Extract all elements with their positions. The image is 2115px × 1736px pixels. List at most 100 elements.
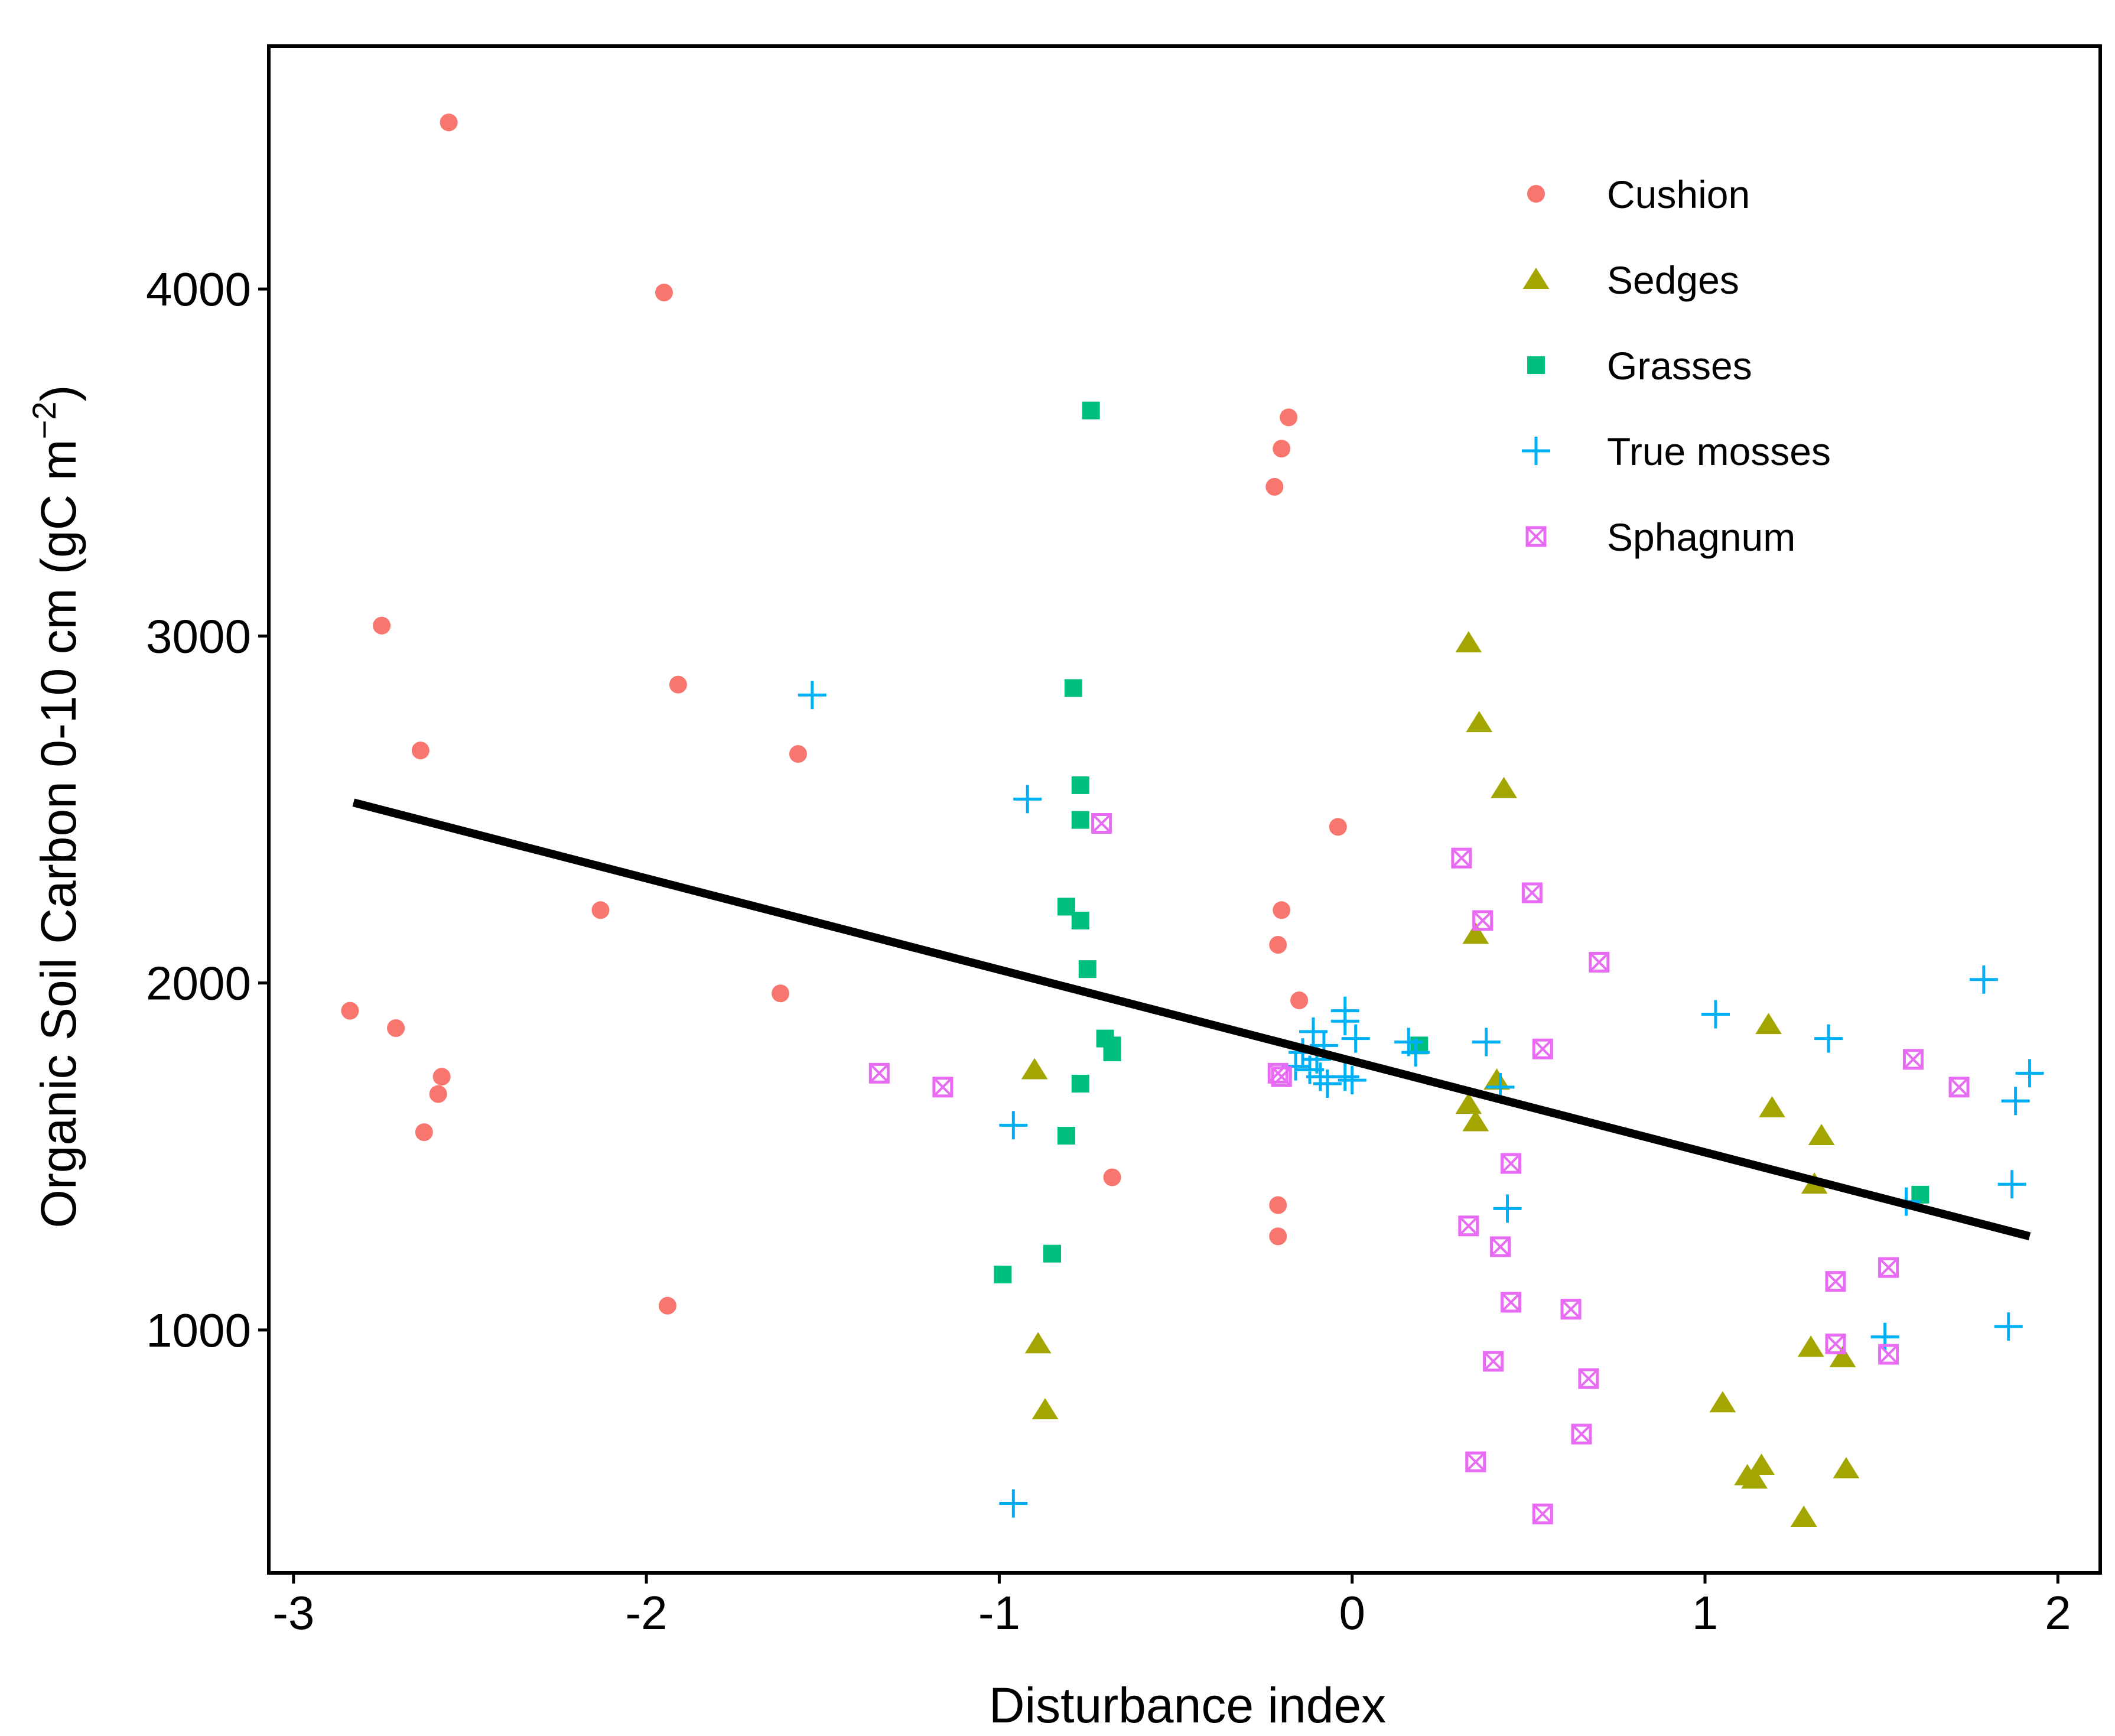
point-true-mosses [1313, 1069, 1342, 1098]
trend-line [352, 798, 2031, 1241]
point-sedges [1790, 1506, 1817, 1527]
x-tick-label: -1 [978, 1587, 1020, 1639]
point-true-mosses [1013, 785, 1042, 814]
point-sedges [1483, 1068, 1511, 1090]
x-axis-title: Disturbance index [989, 1678, 1386, 1733]
point-sphagnum [1483, 1351, 1504, 1372]
point-true-mosses [1401, 1038, 1430, 1067]
point-true-mosses [999, 1489, 1028, 1518]
point-cushion [440, 113, 458, 132]
legend-label-grasses: Grasses [1607, 344, 1752, 388]
point-sedges [1462, 922, 1489, 944]
point-cushion [1273, 440, 1291, 458]
y-axis-title-main: Organic Soil Carbon 0-10 cm (gC m [31, 439, 86, 1228]
trend-layer [352, 798, 2031, 1241]
point-grasses [1071, 776, 1089, 794]
point-true-mosses [798, 681, 827, 710]
point-sphagnum [1560, 1299, 1582, 1320]
point-cushion [341, 1002, 359, 1020]
point-true-mosses [1472, 1028, 1501, 1056]
point-sedges [1759, 1096, 1785, 1118]
point-sedges [1797, 1335, 1824, 1357]
legend-key-grasses [1527, 356, 1545, 374]
point-sphagnum [1465, 1451, 1486, 1472]
point-sedges [1808, 1124, 1835, 1146]
point-sphagnum [1825, 1333, 1846, 1354]
point-sedges [1829, 1345, 1856, 1367]
legend-label-sedges: Sedges [1607, 258, 1739, 302]
point-sphagnum [1878, 1257, 1899, 1278]
point-sedges [1833, 1457, 1860, 1478]
point-sedges [1021, 1058, 1048, 1080]
point-true-mosses [1969, 965, 1998, 994]
y-axis-title: Organic Soil Carbon 0-10 cm (gC m−2) [25, 385, 86, 1228]
point-sphagnum [1571, 1423, 1592, 1445]
point-true-mosses [2015, 1059, 2044, 1088]
point-sphagnum [1271, 1066, 1292, 1087]
point-sphagnum [1578, 1368, 1599, 1389]
point-cushion [415, 1123, 433, 1142]
point-cushion [1273, 901, 1291, 919]
point-cushion [669, 675, 687, 694]
point-true-mosses [1814, 1024, 1843, 1053]
point-grasses [1071, 1074, 1089, 1093]
point-sphagnum [1458, 1215, 1479, 1237]
point-true-mosses [1997, 1170, 2026, 1199]
point-sphagnum [1472, 910, 1493, 931]
point-sedges [1755, 1013, 1782, 1035]
point-grasses [1057, 1127, 1075, 1145]
series-sphagnum [868, 812, 1970, 1524]
point-sedges [1491, 776, 1517, 798]
point-cushion [1329, 818, 1347, 836]
point-grasses [1071, 911, 1089, 929]
legend-key-sphagnum [1525, 526, 1547, 547]
point-cushion [1269, 1227, 1287, 1246]
point-sphagnum [1501, 1292, 1522, 1313]
y-tick-label: 4000 [146, 263, 251, 316]
x-tick-label: -2 [626, 1587, 668, 1639]
point-cushion [387, 1019, 405, 1037]
point-sphagnum [868, 1062, 890, 1084]
point-sphagnum [1521, 882, 1543, 903]
point-sphagnum [932, 1077, 954, 1098]
y-axis-title-close: ) [31, 385, 86, 402]
y-tick-label: 2000 [146, 957, 251, 1010]
legend-label-sphagnum: Sphagnum [1607, 515, 1795, 559]
point-sedges [1466, 711, 1493, 733]
point-cushion [1290, 991, 1309, 1009]
point-cushion [373, 616, 391, 635]
point-cushion [432, 1068, 451, 1086]
point-cushion [591, 901, 610, 919]
y-tick-label: 1000 [146, 1304, 251, 1357]
point-cushion [429, 1085, 447, 1103]
plot-frame [267, 44, 2102, 1575]
point-sedges [1032, 1397, 1059, 1419]
legend: Cushion Sedges Grasses True mosses Sphagnum [1522, 173, 1831, 559]
point-cushion [789, 745, 807, 763]
point-sphagnum [1451, 847, 1472, 869]
point-cushion [658, 1296, 676, 1315]
point-true-mosses [2001, 1087, 2030, 1116]
point-sedges [1024, 1332, 1052, 1354]
point-sphagnum [1490, 1236, 1511, 1257]
point-grasses [1103, 1043, 1121, 1062]
point-sphagnum [1825, 1271, 1846, 1292]
point-sedges [1709, 1391, 1736, 1413]
points-layer [341, 113, 2044, 1527]
point-sphagnum [1091, 812, 1112, 834]
point-cushion [1280, 408, 1298, 427]
point-grasses [1071, 811, 1089, 829]
x-tick-label: 0 [1339, 1587, 1365, 1639]
point-cushion [411, 742, 429, 760]
series-sedges [1021, 631, 1860, 1527]
point-sphagnum [1878, 1344, 1899, 1365]
point-cushion [1265, 477, 1284, 496]
point-sedges [1462, 1110, 1489, 1132]
point-grasses [994, 1265, 1012, 1283]
point-sphagnum [1532, 1038, 1553, 1059]
point-cushion [1269, 936, 1287, 954]
point-true-mosses [1493, 1194, 1522, 1223]
y-tick-label: 3000 [146, 610, 251, 662]
point-grasses [1043, 1244, 1062, 1263]
legend-label-cushion: Cushion [1607, 173, 1750, 216]
